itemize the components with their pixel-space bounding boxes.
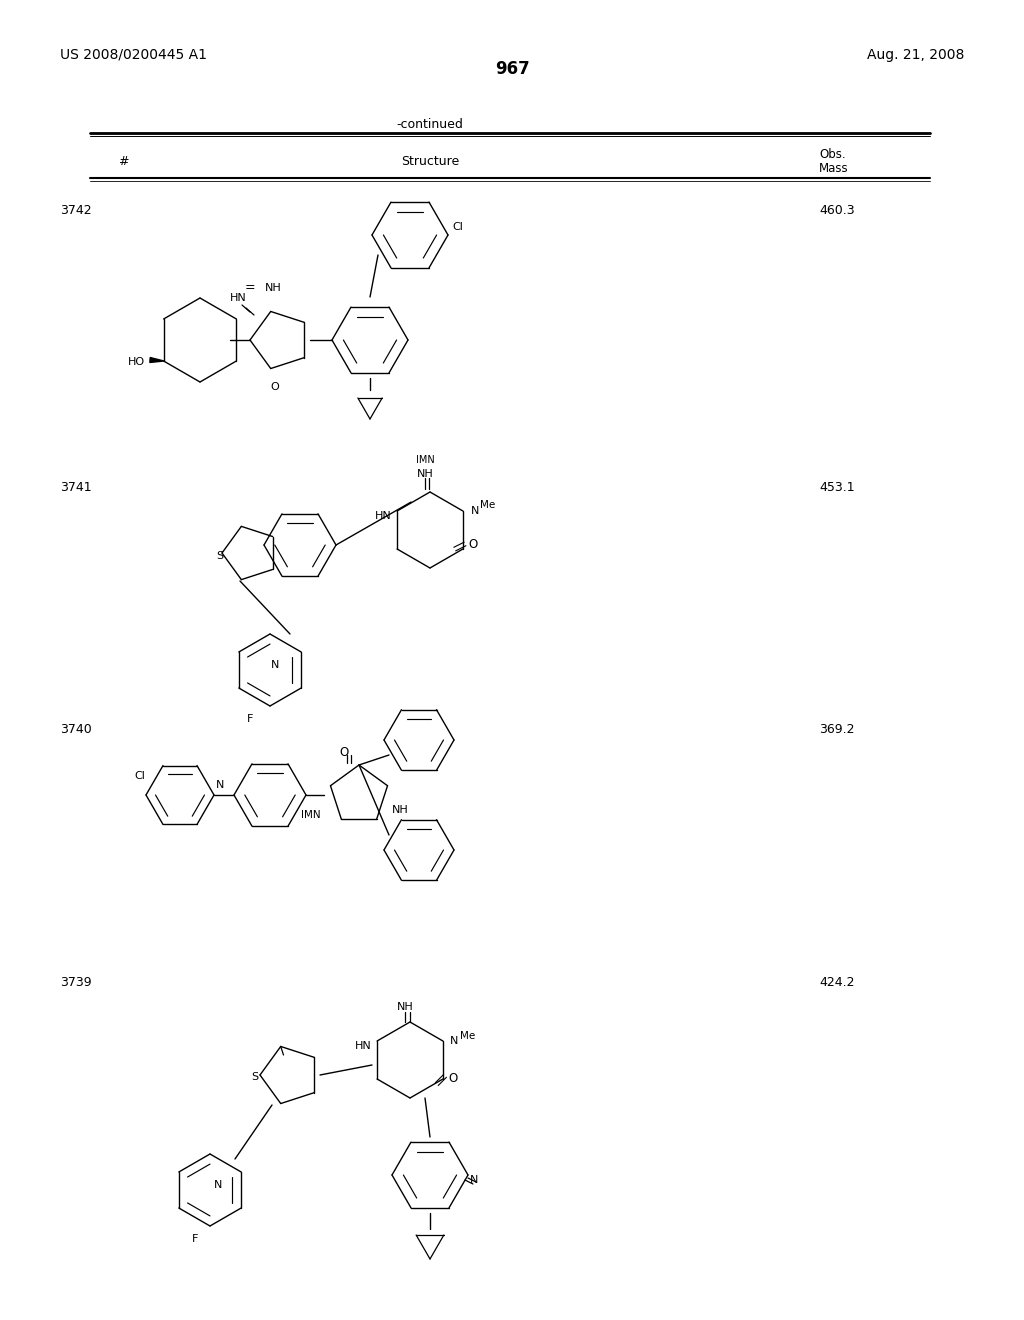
- Text: HO: HO: [128, 356, 145, 367]
- Text: NH: NH: [417, 469, 433, 479]
- Text: F: F: [247, 714, 253, 723]
- Text: N: N: [270, 660, 280, 671]
- Text: Cl: Cl: [134, 771, 144, 781]
- Text: Cl: Cl: [452, 222, 463, 232]
- Text: 967: 967: [495, 59, 529, 78]
- Text: #: #: [118, 154, 128, 168]
- Text: 3741: 3741: [60, 480, 91, 494]
- Text: 453.1: 453.1: [819, 480, 855, 494]
- Text: NH: NH: [396, 1002, 414, 1012]
- Text: N: N: [471, 506, 479, 516]
- Text: F: F: [191, 1234, 199, 1243]
- Text: Structure: Structure: [401, 154, 459, 168]
- Polygon shape: [150, 358, 164, 363]
- Text: N: N: [214, 1180, 222, 1191]
- Text: S: S: [216, 550, 223, 561]
- Text: S: S: [252, 1072, 259, 1082]
- Text: O: O: [447, 1072, 457, 1085]
- Text: IMN: IMN: [416, 455, 434, 465]
- Text: =: =: [245, 281, 255, 294]
- Text: Aug. 21, 2008: Aug. 21, 2008: [866, 48, 964, 62]
- Text: Mass: Mass: [819, 162, 849, 176]
- Text: 3742: 3742: [60, 205, 91, 216]
- Text: N: N: [216, 780, 224, 789]
- Text: 369.2: 369.2: [819, 723, 855, 737]
- Text: HN: HN: [375, 511, 392, 521]
- Text: Me: Me: [480, 500, 496, 510]
- Text: US 2008/0200445 A1: US 2008/0200445 A1: [60, 48, 207, 62]
- Text: 460.3: 460.3: [819, 205, 855, 216]
- Text: O: O: [468, 537, 477, 550]
- Text: IMN: IMN: [301, 810, 321, 820]
- Text: N: N: [450, 1036, 459, 1045]
- Text: O: O: [270, 381, 280, 392]
- Text: Obs.: Obs.: [819, 148, 846, 161]
- Text: Me: Me: [460, 1031, 475, 1041]
- Text: O: O: [339, 747, 348, 759]
- Text: HN: HN: [229, 293, 247, 304]
- Text: NH: NH: [265, 282, 282, 293]
- Text: 424.2: 424.2: [819, 975, 855, 989]
- Text: HN: HN: [355, 1041, 372, 1051]
- Text: N: N: [470, 1175, 478, 1185]
- Text: 3739: 3739: [60, 975, 91, 989]
- Text: 3740: 3740: [60, 723, 92, 737]
- Text: NH: NH: [392, 805, 409, 814]
- Text: -continued: -continued: [396, 117, 464, 131]
